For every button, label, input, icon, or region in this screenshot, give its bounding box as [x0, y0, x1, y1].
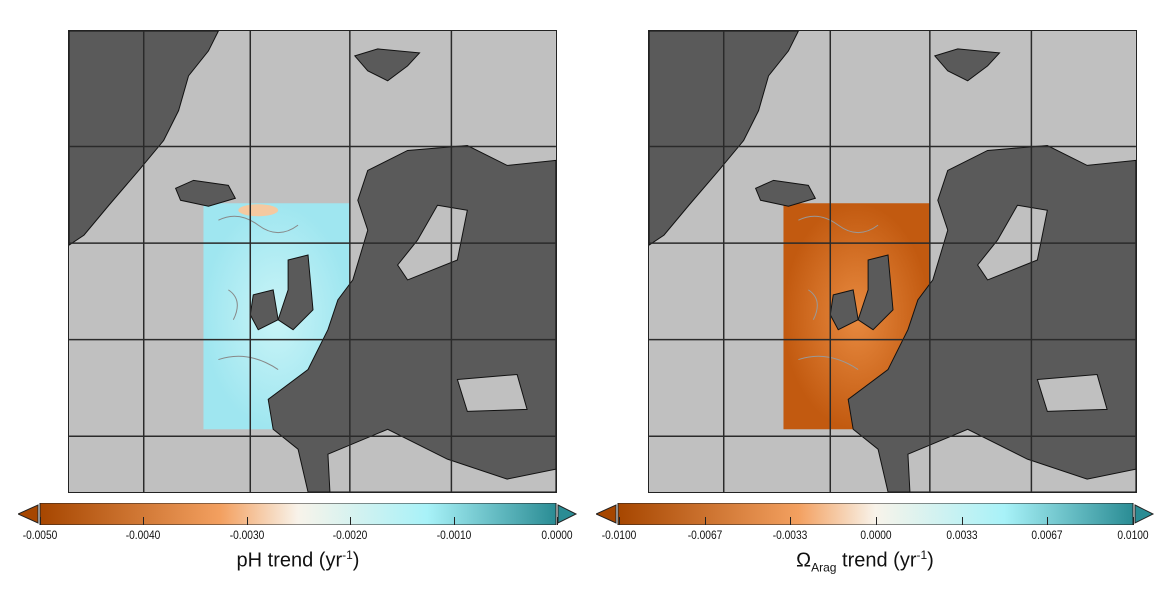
colorbar-tick-mark — [704, 517, 706, 525]
colorbar-min-arrow — [596, 504, 617, 524]
ph-colorbar-title: pH trend (yr-1) — [236, 548, 360, 572]
colorbar-tick-label: -0.0010 — [436, 528, 471, 542]
omega-arag-trend-map — [648, 30, 1137, 493]
colorbar-min-arrow — [18, 504, 39, 524]
colorbar-tick-mark — [350, 517, 352, 525]
colorbar-tick-label: 0.0000 — [860, 528, 892, 542]
colorbar-tick-mark — [40, 517, 41, 525]
colorbar-tick-label: -0.0030 — [229, 528, 265, 542]
colorbar-tick-label: -0.0033 — [773, 528, 808, 542]
colorbar-tick-mark — [790, 517, 792, 525]
colorbar-tick-mark — [961, 517, 963, 525]
omega-colorbar-title: ΩArag trend (yr-1) — [796, 548, 934, 575]
omega-colorbar — [596, 503, 1155, 525]
colorbar-tick-label: -0.0100 — [601, 528, 637, 542]
colorbar-tick-mark — [557, 517, 558, 525]
colorbar-tick-label: -0.0040 — [126, 528, 161, 542]
colorbar-tick-mark — [876, 517, 877, 525]
colorbar-tick-mark — [453, 517, 455, 525]
colorbar-tick-mark — [143, 517, 145, 525]
colorbar-tick-label: 0.0067 — [1031, 528, 1063, 542]
colorbar-max-arrow — [1134, 504, 1155, 524]
colorbar-tick-label: 0.0000 — [541, 528, 573, 542]
colorbar-tick-mark — [619, 517, 620, 525]
colorbar-tick-label: 0.0100 — [1117, 528, 1149, 542]
colorbar-tick-mark — [246, 517, 248, 525]
colorbar-max-arrow — [557, 504, 578, 524]
colorbar-tick-label: -0.0020 — [332, 528, 368, 542]
colorbar-tick-label: 0.0033 — [946, 528, 978, 542]
colorbar-tick-mark — [1133, 517, 1134, 525]
colorbar-tick-label: -0.0050 — [22, 528, 58, 542]
ph-trend-map — [68, 30, 557, 493]
colorbar-tick-mark — [1047, 517, 1049, 525]
colorbar-tick-label: -0.0067 — [687, 528, 722, 542]
ph-colorbar — [18, 503, 578, 525]
